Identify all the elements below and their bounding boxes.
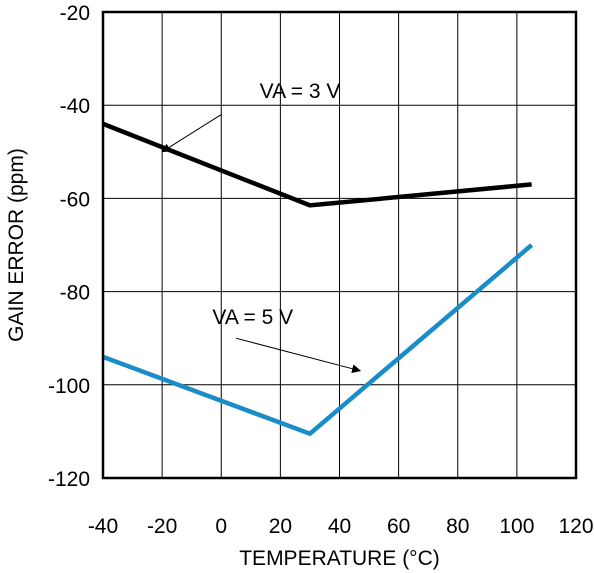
annotation-arrow-va-5v — [235, 337, 362, 374]
x-tick-labels: -40 -20 0 20 40 60 80 100 120 — [88, 515, 594, 538]
annotation-label-va-3v: VA = 3 V — [260, 80, 341, 103]
series-line-va-3v — [102, 121, 532, 208]
x-tick-label: 0 — [215, 515, 227, 538]
x-tick-label: 20 — [269, 515, 292, 538]
x-tick-label: -40 — [88, 515, 118, 538]
plot-frame — [101, 10, 578, 480]
y-tick-label: -100 — [48, 375, 90, 398]
y-tick-label: -40 — [60, 95, 90, 118]
annotation-arrow-va-3v — [161, 114, 222, 153]
annotation-label-va-5v: VA = 5 V — [212, 306, 293, 329]
grid — [102, 11, 577, 479]
y-axis-title: GAIN ERROR (ppm) — [5, 148, 28, 342]
series-line-va-5v — [102, 243, 534, 437]
y-tick-label: -60 — [60, 188, 90, 211]
x-axis-title: TEMPERATURE (°C) — [239, 547, 440, 570]
series-lines — [102, 121, 534, 437]
x-tick-label: 80 — [446, 515, 469, 538]
x-tick-label: -20 — [147, 515, 177, 538]
annotations: VA = 3 V VA = 5 V — [161, 80, 362, 374]
x-tick-label: 120 — [558, 515, 593, 538]
x-tick-label: 40 — [328, 515, 351, 538]
x-tick-label: 100 — [499, 515, 534, 538]
x-tick-label: 60 — [387, 515, 410, 538]
y-tick-label: -120 — [48, 468, 90, 491]
y-tick-label: -20 — [60, 2, 90, 25]
y-tick-label: -80 — [60, 282, 90, 305]
y-tick-labels: -20 -40 -60 -80 -100 -120 — [48, 2, 90, 491]
